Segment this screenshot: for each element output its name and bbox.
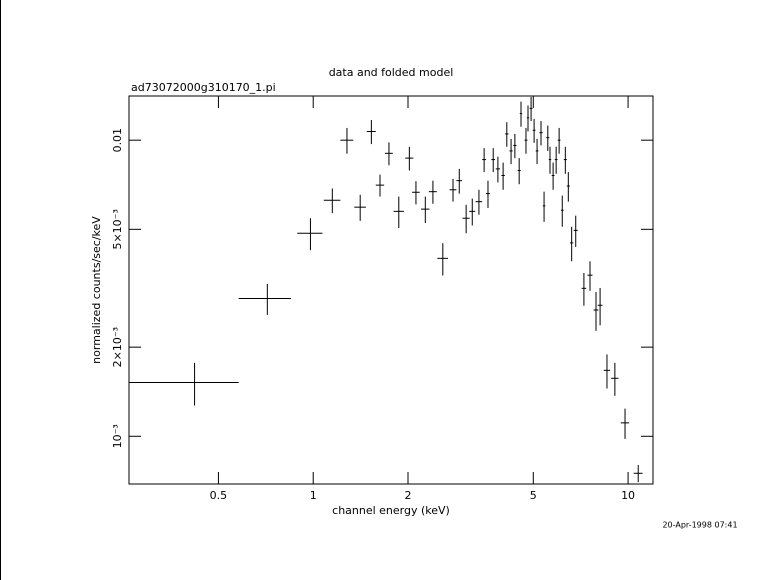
- timestamp: 20-Apr-1998 07:41: [662, 521, 737, 530]
- y-tick-label: 0.01: [111, 128, 124, 153]
- chart-subtitle: ad73072000g310170_1.pi: [131, 81, 276, 94]
- y-tick-label: 5×10⁻³: [111, 209, 124, 249]
- plot-frame: [128, 95, 654, 485]
- y-tick-label: 2×10⁻³: [111, 327, 124, 367]
- x-tick-label: 0.5: [210, 489, 228, 502]
- x-axis-label: channel energy (keV): [332, 504, 450, 517]
- y-tick-label: 10⁻³: [111, 424, 124, 448]
- x-tick-label: 5: [530, 489, 537, 502]
- chart-title: data and folded model: [329, 66, 454, 79]
- y-axis-label: normalized counts/sec/keV: [90, 216, 103, 364]
- x-tick-label: 1: [310, 489, 317, 502]
- x-tick-label: 10: [621, 489, 635, 502]
- x-tick-label: 2: [404, 489, 411, 502]
